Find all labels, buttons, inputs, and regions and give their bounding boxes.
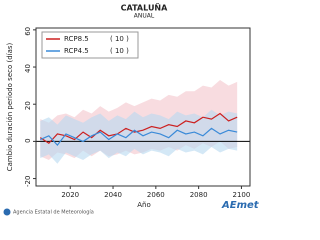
footer: Agencia Estatal de Meteorología xyxy=(13,209,94,216)
y-tick-label: 40 xyxy=(24,64,32,73)
footer-icon xyxy=(3,208,11,216)
legend-label: RCP4.5 xyxy=(64,47,89,55)
y-tick-label: 60 xyxy=(24,27,32,36)
y-tick-label: -20 xyxy=(24,176,32,187)
logo: AEmet xyxy=(221,200,260,211)
x-tick-label: 2080 xyxy=(190,191,208,199)
y-tick-label: 20 xyxy=(24,101,32,110)
legend-label: RCP8.5 xyxy=(64,35,89,43)
x-tick-label: 2060 xyxy=(147,191,165,199)
legend-count: ( 10 ) xyxy=(110,35,129,43)
x-tick-label: 2040 xyxy=(104,191,122,199)
plot-frame xyxy=(35,27,251,187)
range-band xyxy=(40,109,238,164)
chart: CATALUÑA ANUAL Cambio duración periodo s… xyxy=(3,3,260,216)
x-tick-label: 2100 xyxy=(233,191,251,199)
x-axis-label: Año xyxy=(137,201,151,209)
y-axis-label: Cambio duración periodo seco (días) xyxy=(6,42,14,171)
legend-count: ( 10 ) xyxy=(110,47,129,55)
y-tick-label: 0 xyxy=(24,138,32,142)
x-tick-label: 2020 xyxy=(61,191,79,199)
series-line xyxy=(39,112,238,145)
chart-subtitle: ANUAL xyxy=(134,13,155,20)
legend-box xyxy=(41,31,139,59)
chart-title: CATALUÑA xyxy=(121,3,168,13)
series-line xyxy=(40,127,238,147)
